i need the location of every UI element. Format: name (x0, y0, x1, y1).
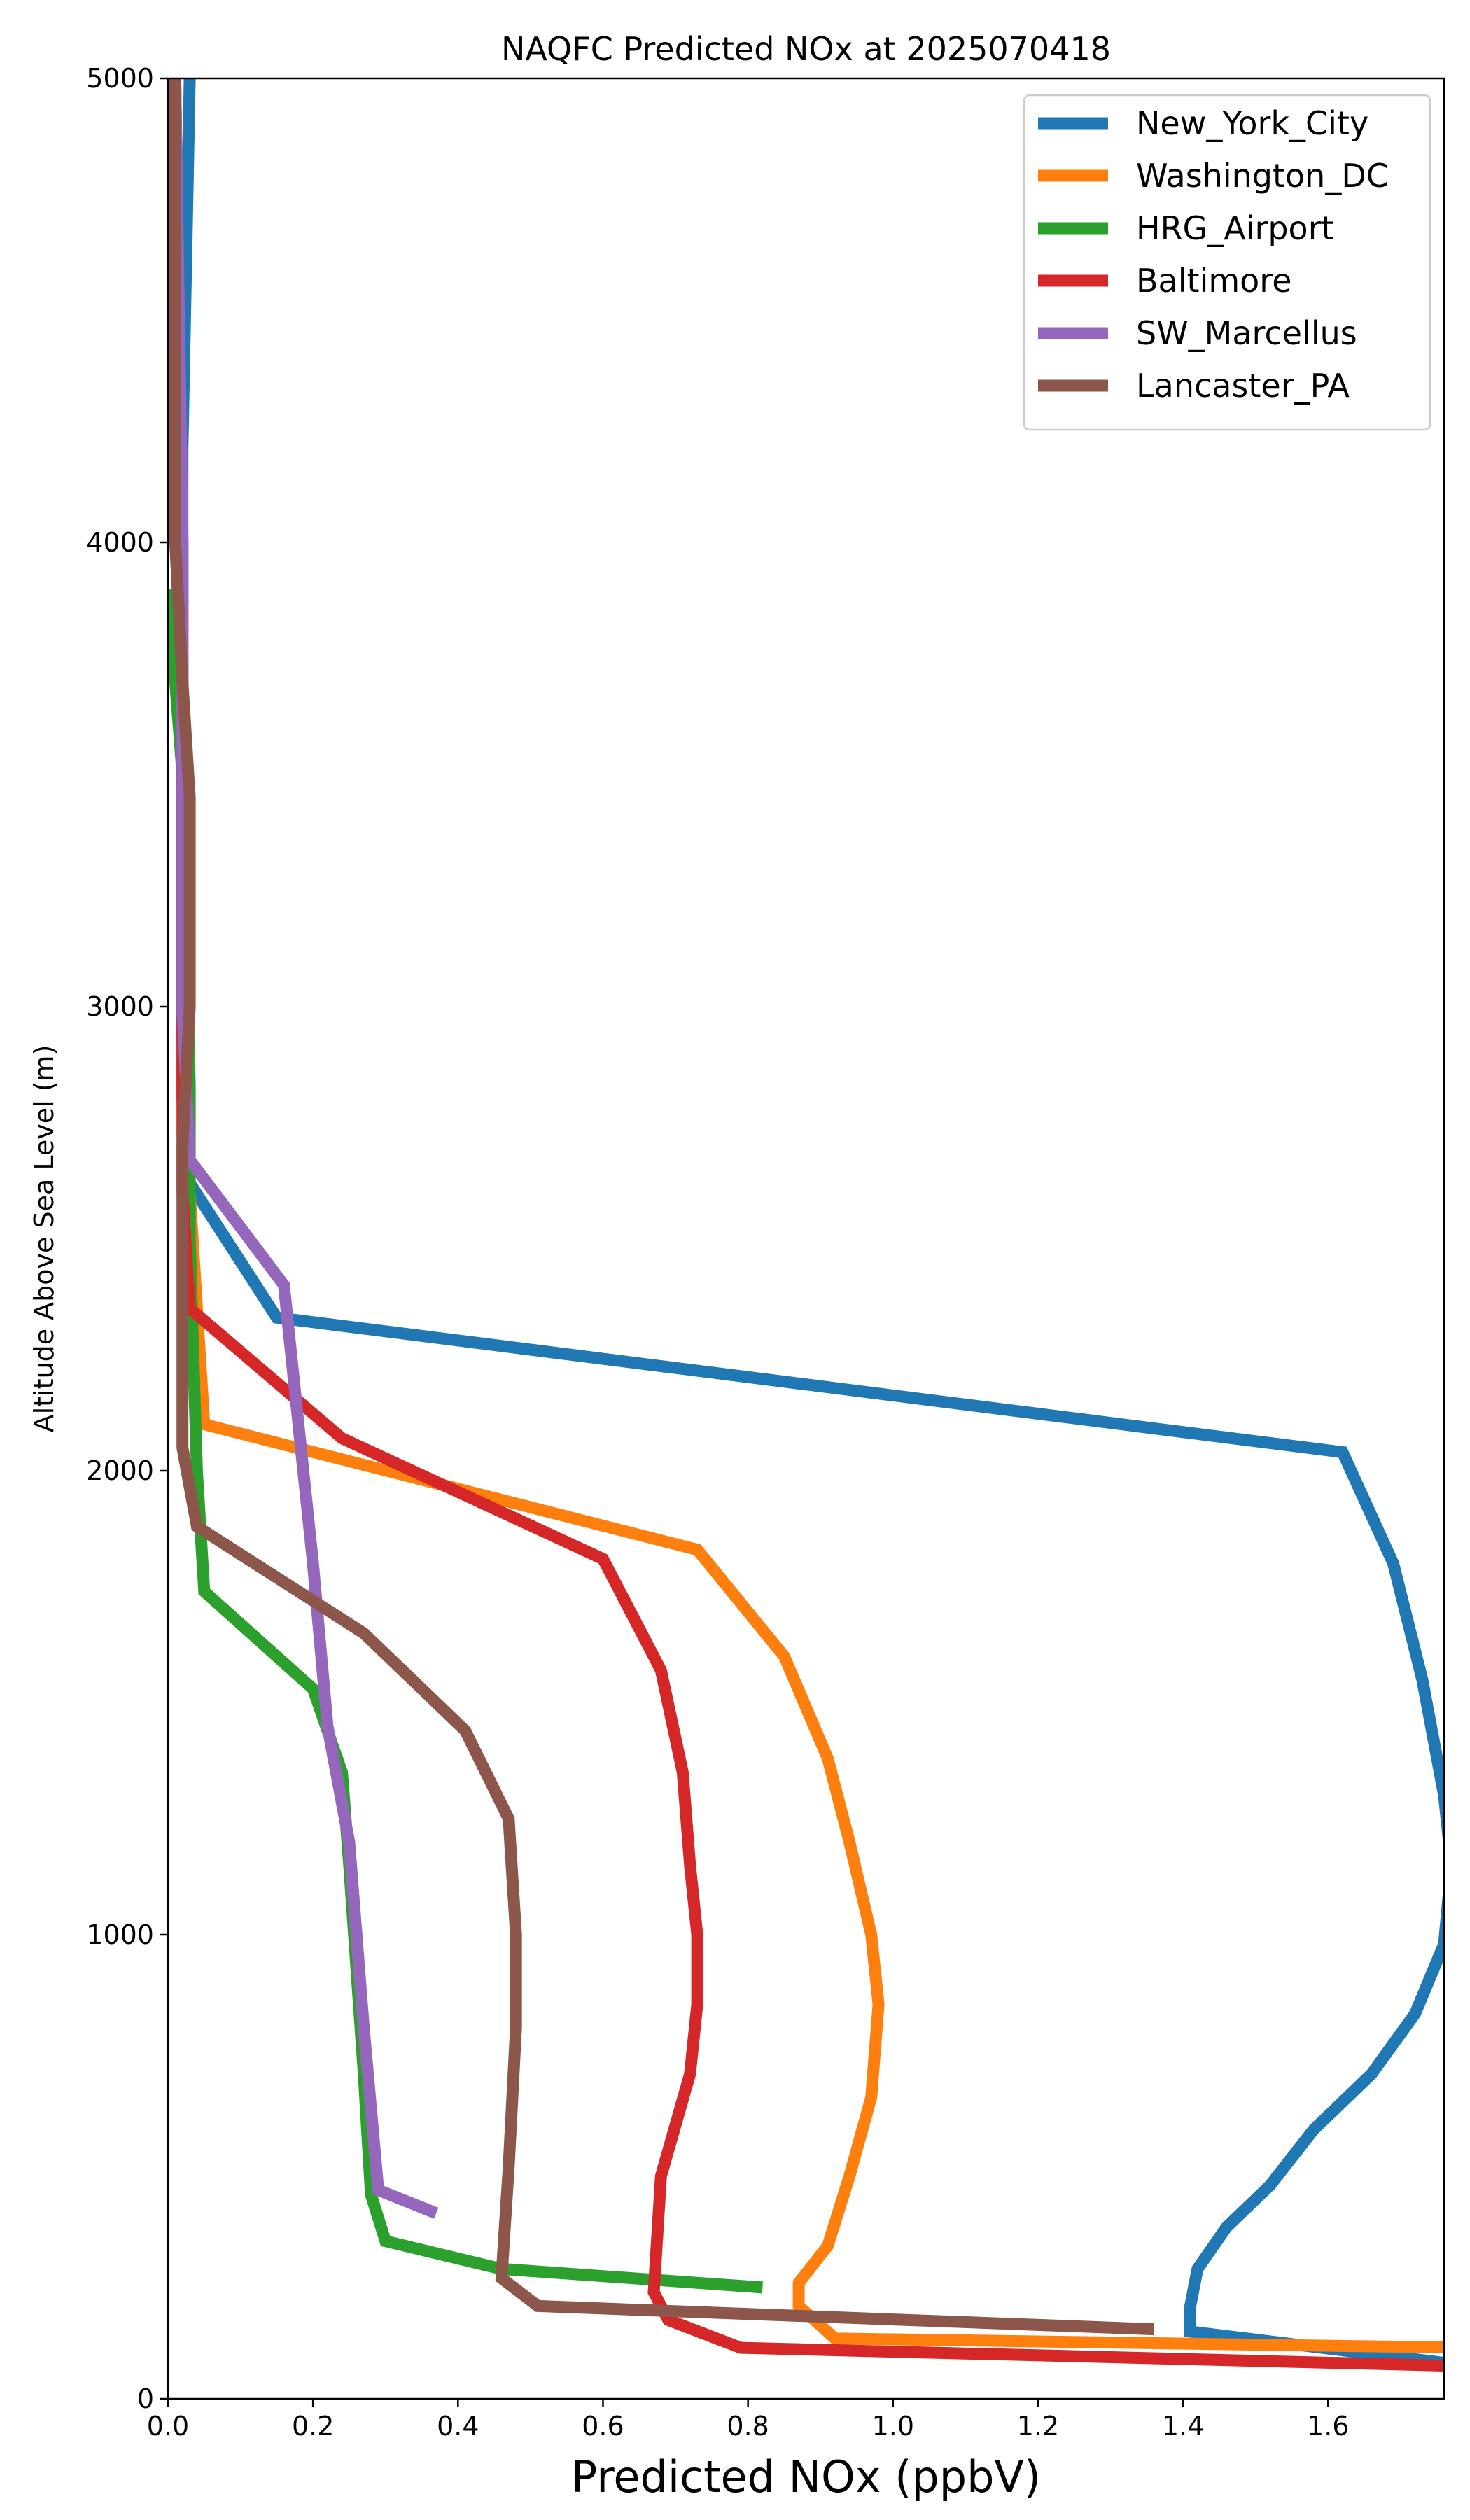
legend-label: SW_Marcellus (1136, 314, 1357, 352)
series-line-sw-marcellus (169, 78, 439, 2219)
y-axis: 0 1000 2000 3000 4000 5000 (86, 63, 168, 2414)
x-tick-label: 0.0 (147, 2411, 189, 2442)
legend-box (1023, 94, 1432, 431)
x-tick-label: 0.2 (292, 2411, 334, 2442)
plot-frame (167, 77, 1446, 2400)
y-tick-label: 4000 (86, 527, 154, 558)
x-tick-label: 1.0 (872, 2411, 914, 2442)
x-tick-label: 1.2 (1017, 2411, 1059, 2442)
legend-label: Baltimore (1136, 262, 1292, 300)
legend-label: New_York_City (1136, 104, 1368, 142)
y-tick-label: 5000 (86, 63, 154, 94)
y-tick-label: 1000 (86, 1919, 154, 1950)
series-line-lancaster-pa (169, 78, 1155, 2336)
legend: New_York_City Washington_DC HRG_Airport Bal… (1023, 94, 1432, 431)
x-axis: 0.0 0.2 0.4 0.6 0.8 1.0 1.2 1.4 1.6 (147, 2399, 1349, 2442)
legend-label: HRG_Airport (1136, 209, 1334, 247)
x-tick-label: 0.4 (437, 2411, 479, 2442)
y-tick-label: 0 (137, 2384, 154, 2414)
chart-title: NAQFC Predicted NOx at 2025070418 (501, 30, 1111, 68)
x-tick-label: 1.6 (1307, 2411, 1349, 2442)
x-tick-label: 0.6 (582, 2411, 624, 2442)
x-axis-label: Predicted NOx (ppbV) (571, 2451, 1041, 2502)
y-tick-label: 2000 (86, 1455, 154, 1486)
legend-label: Lancaster_PA (1136, 367, 1350, 405)
x-tick-label: 1.4 (1162, 2411, 1204, 2442)
legend-label: Washington_DC (1136, 157, 1389, 195)
y-tick-label: 3000 (86, 991, 154, 1022)
series-lines (168, 78, 1444, 2372)
y-axis-label: Altitude Above Sea Level (m) (29, 1045, 59, 1433)
x-tick-label: 0.8 (727, 2411, 769, 2442)
